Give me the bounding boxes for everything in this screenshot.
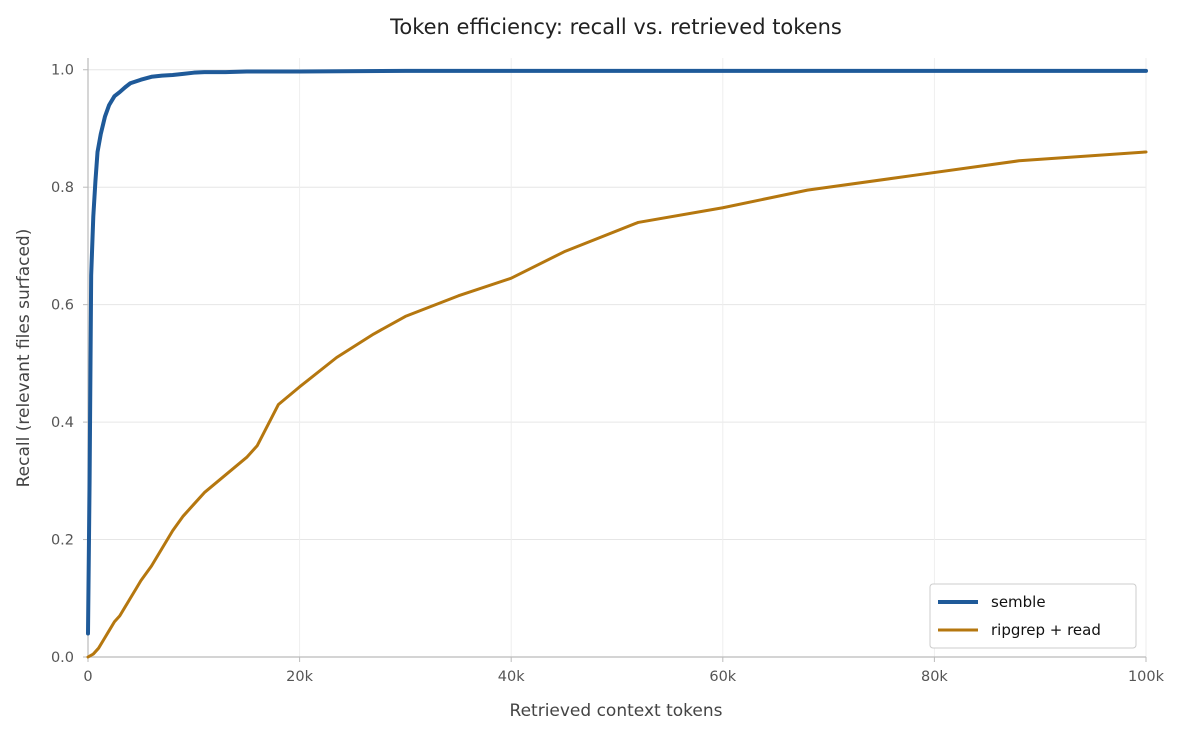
legend-label: ripgrep + read [991, 621, 1101, 639]
series-line-semble [86, 68, 1148, 636]
x-tick-label: 60k [709, 669, 736, 685]
legend-label: semble [991, 593, 1046, 611]
chart-title: Token efficiency: recall vs. retrieved t… [389, 15, 842, 39]
series-line-ripgrep-read [86, 150, 1148, 659]
legend: semble ripgrep + read [929, 583, 1137, 649]
tick-labels: 0 20k 40k 60k 80k 100k 0.0 0.2 0.4 0.6 0.8 1.0 [51, 63, 1165, 685]
y-axis-label: Recall (relevant files surfaced) [14, 229, 34, 488]
y-tick-label: 0.0 [51, 650, 74, 666]
x-tick-label: 40k [498, 669, 525, 685]
y-tick-label: 0.8 [51, 180, 74, 196]
y-tick-label: 0.4 [51, 415, 74, 431]
series-lines [86, 68, 1148, 659]
y-tick-label: 0.2 [51, 533, 74, 549]
y-tick-label: 0.6 [51, 298, 74, 314]
x-tick-label: 0 [83, 669, 92, 685]
x-tick-label: 80k [921, 669, 948, 685]
legend-box [929, 583, 1137, 649]
x-axis-label: Retrieved context tokens [510, 701, 723, 721]
axes [83, 58, 1147, 662]
y-tick-label: 1.0 [51, 63, 74, 79]
x-tick-label: 100k [1128, 669, 1165, 685]
x-tick-label: 20k [286, 669, 313, 685]
grid [88, 58, 1147, 657]
